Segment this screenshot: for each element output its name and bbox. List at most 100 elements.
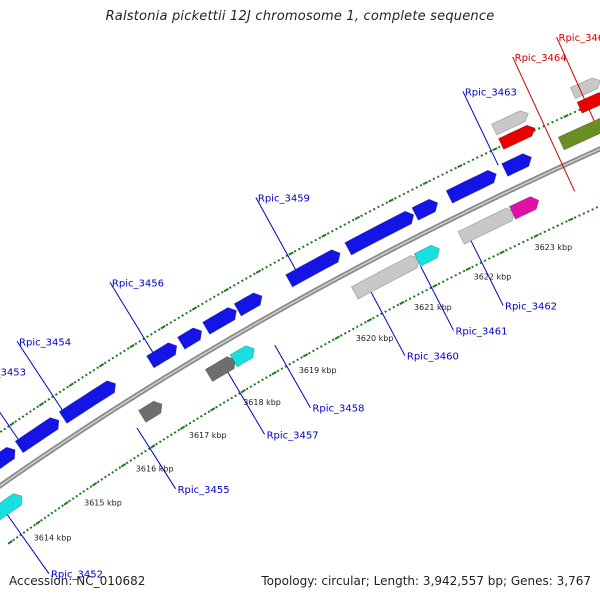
inner-tick-row [404, 299, 408, 303]
gene-plus-strand-3[interactable] [58, 380, 117, 424]
outer-tick-row [191, 306, 198, 311]
gene-label[interactable]: Rpic_3463 [465, 87, 517, 98]
inner-tick-row [144, 449, 147, 453]
gene-plus-strand-13[interactable] [557, 117, 600, 151]
inner-tick-row [265, 376, 268, 380]
gene-plus-strand-12[interactable] [501, 153, 532, 177]
gene-minus-strand-8[interactable] [508, 196, 540, 220]
outer-tick-row [236, 281, 240, 285]
inner-tick-row [496, 253, 500, 256]
inner-tick-row [366, 318, 373, 323]
gene-label[interactable]: Rpic_3466 [559, 33, 600, 44]
outer-tick-row [475, 156, 479, 159]
gene-minus-strand-6[interactable] [413, 244, 440, 267]
outer-tick-row [394, 196, 397, 200]
outer-tick-row [339, 225, 342, 229]
gene-label[interactable]: Rpic_3456 [112, 278, 164, 289]
gene-plus-strand-1[interactable] [0, 446, 16, 480]
gene-label[interactable]: Rpic_3459 [258, 194, 310, 205]
gene-label[interactable]: Rpic_3458 [312, 404, 364, 415]
leader-line [512, 56, 576, 192]
gene-minus-strand-5[interactable] [350, 255, 420, 300]
gene-plus-strand-11[interactable] [445, 169, 497, 204]
inner-tick-row [323, 342, 327, 346]
outer-tick-row [533, 129, 536, 132]
inner-tick-row [582, 212, 586, 215]
inner-tick-row [15, 536, 19, 539]
inner-tick-row [487, 257, 491, 260]
gene-far-gray-2[interactable] [569, 77, 600, 100]
inner-tick-row [300, 356, 303, 359]
gene-minus-strand-7[interactable] [457, 207, 515, 245]
inner-tick-row [86, 487, 89, 491]
inner-tick-row [43, 516, 47, 520]
inner-tick-row [140, 452, 144, 455]
outer-tick-row [422, 181, 429, 186]
outer-tick-row [244, 277, 248, 280]
inner-tick-row [169, 433, 173, 437]
inner-tick-row [29, 526, 33, 530]
gene-label[interactable]: Rpic_3461 [455, 326, 507, 337]
gene-minus-strand-4[interactable] [229, 345, 255, 368]
inner-tick-row [192, 419, 196, 423]
gene-minus-strand-1[interactable] [0, 493, 23, 523]
outer-tick-row [0, 430, 3, 433]
gene-plus-strand-10[interactable] [411, 198, 439, 221]
outer-tick-row [360, 214, 363, 218]
outer-tick-row [220, 290, 224, 294]
gene-far-gray-1[interactable] [491, 110, 529, 136]
outer-tick-row [208, 297, 212, 301]
inner-tick-row [312, 349, 315, 353]
inner-tick-row [155, 442, 158, 446]
outer-tick-row [321, 233, 327, 238]
inner-tick-row [343, 331, 347, 335]
inner-tick-row [351, 327, 355, 331]
outer-tick-row [28, 410, 32, 414]
gene-plus-strand-6[interactable] [202, 307, 237, 335]
outer-tick-row [398, 194, 402, 198]
inner-tick-row [162, 438, 166, 441]
gene-label[interactable]: Rpic_3453 [0, 367, 26, 378]
gene-plus-strand-7[interactable] [233, 292, 263, 317]
gene-label[interactable]: Rpic_3452 [51, 570, 103, 581]
gene-label[interactable]: Rpic_3460 [407, 352, 459, 363]
outer-tick-row [497, 145, 501, 149]
gene-plus-strand-9[interactable] [344, 210, 415, 256]
gene-label[interactable]: Rpic_3464 [515, 53, 567, 64]
outer-tick-row [569, 112, 572, 116]
gene-plus-strand-5[interactable] [176, 327, 203, 350]
leader-line [470, 240, 504, 306]
inner-tick-row [347, 329, 351, 333]
leader-line [0, 411, 19, 440]
outer-tick-row [81, 376, 84, 379]
gene-label[interactable]: Rpic_3462 [505, 301, 557, 312]
inner-tick-row [591, 208, 594, 211]
gene-minus-strand-3[interactable] [204, 356, 236, 383]
inner-tick-row [33, 523, 36, 527]
inner-tick-row [188, 421, 192, 425]
gene-minus-strand-2[interactable] [137, 400, 163, 423]
outer-tick-row [381, 203, 385, 207]
gene-far-red-1[interactable] [497, 124, 536, 150]
gene-plus-strand-4[interactable] [146, 342, 178, 369]
outer-tick-row [62, 388, 66, 391]
gene-label[interactable]: Rpic_3454 [19, 337, 71, 348]
kbp-label: 3622 kbp [474, 273, 512, 282]
outer-tick-row [126, 347, 130, 350]
inner-tick-row [196, 417, 199, 420]
inner-tick-row [125, 461, 129, 465]
outer-tick-row [150, 332, 153, 336]
inner-tick-row [327, 340, 331, 344]
outer-tick-row [88, 371, 92, 374]
gene-far-red-2[interactable] [576, 92, 600, 114]
gene-label[interactable]: Rpic_3457 [267, 430, 319, 441]
outer-tick-row [537, 127, 541, 130]
outer-tick-row [66, 385, 69, 389]
inner-tick-row [257, 380, 261, 384]
inner-tick-row [492, 255, 495, 258]
gene-plus-strand-8[interactable] [285, 249, 341, 288]
gene-label[interactable]: Rpic_3455 [178, 485, 230, 496]
gene-plus-strand-2[interactable] [14, 417, 60, 454]
outer-tick-row [551, 120, 554, 124]
